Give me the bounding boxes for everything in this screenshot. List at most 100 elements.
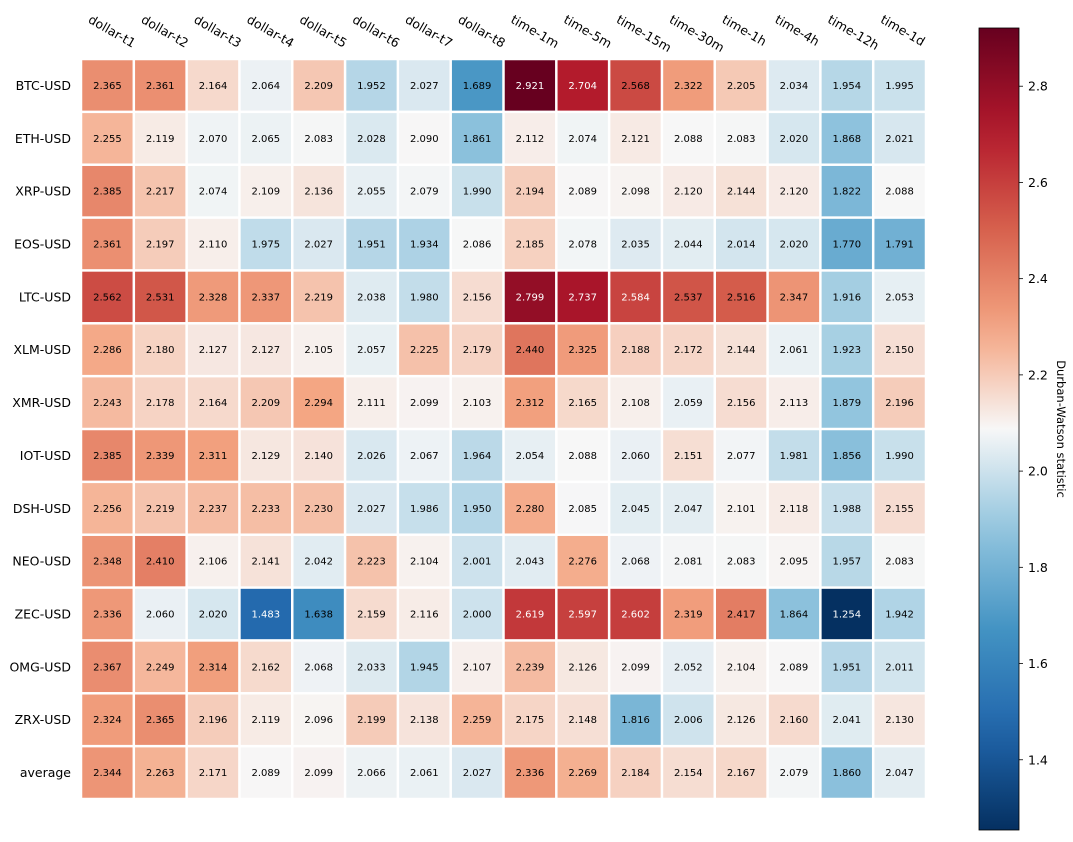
heatmap-cell-XLM-USD-time-1d — [874, 324, 925, 375]
cell-value-label: 2.014 — [727, 240, 756, 251]
cell-value-label: 2.000 — [463, 610, 492, 621]
heatmap-cell-BTC-USD-dollar-t4 — [240, 60, 291, 111]
heatmap-cell-XRP-USD-time-30m — [663, 165, 714, 217]
cell-value-label: 2.197 — [146, 240, 175, 251]
cell-value-label: 2.249 — [146, 662, 175, 673]
cell-value-label: 1.942 — [885, 610, 914, 621]
heatmap-cell-EOS-USD-dollar-t2 — [135, 218, 186, 270]
heatmap-cell-LTC-USD-time-15m — [610, 271, 661, 323]
heatmap-cell-XRP-USD-dollar-t6 — [346, 165, 397, 217]
cell-value-label: 2.156 — [463, 292, 492, 303]
heatmap-cell-ZEC-USD-dollar-t3 — [187, 588, 239, 640]
cell-value-label: 2.188 — [621, 345, 650, 356]
heatmap-cell-ZRX-USD-dollar-t2 — [135, 694, 186, 745]
cell-value-label: 2.081 — [674, 557, 703, 568]
heatmap-cell-BTC-USD-time-12h — [821, 60, 872, 111]
column-label: dollar-t3 — [192, 12, 244, 51]
heatmap-cell-EOS-USD-dollar-t3 — [187, 218, 239, 270]
colorbar-tick-label: 1.6 — [1028, 656, 1048, 671]
heatmap-cell-ZRX-USD-time-12h — [821, 694, 872, 745]
cell-value-label: 2.417 — [727, 610, 756, 621]
colorbar-tick-label: 1.4 — [1028, 752, 1048, 767]
heatmap-cell-BTC-USD-time-4h — [768, 60, 820, 111]
cell-value-label: 2.083 — [727, 557, 756, 568]
heatmap-cell-ETH-USD-time-12h — [821, 113, 872, 164]
cell-value-label: 2.148 — [568, 715, 597, 726]
cell-value-label: 2.178 — [146, 398, 175, 409]
heatmap-cell-XLM-USD-dollar-t4 — [240, 324, 291, 375]
cell-value-label: 2.325 — [568, 345, 597, 356]
cell-value-label: 2.365 — [146, 715, 175, 726]
cell-value-label: 2.026 — [357, 451, 386, 462]
heatmap-cell-EOS-USD-time-5m — [557, 218, 608, 270]
cell-value-label: 2.099 — [304, 768, 333, 779]
cell-value-label: 2.136 — [304, 187, 333, 198]
cell-value-label: 2.239 — [516, 662, 545, 673]
row-label: IOT-USD — [20, 448, 71, 463]
row-label: XMR-USD — [12, 395, 71, 410]
cell-value-label: 2.336 — [516, 768, 545, 779]
heatmap-cell-BTC-USD-dollar-t1 — [82, 60, 133, 111]
heatmap-cell-NEO-USD-time-1h — [716, 535, 767, 587]
cell-value-label: 1.964 — [463, 451, 492, 462]
cell-value-label: 2.061 — [410, 768, 439, 779]
cell-value-label: 2.259 — [463, 715, 492, 726]
heatmap-cell-EOS-USD-time-30m — [663, 218, 714, 270]
heatmap-cell-NEO-USD-time-12h — [821, 535, 872, 587]
cell-value-label: 2.090 — [410, 134, 439, 145]
heatmap-cell-ETH-USD-dollar-t7 — [399, 113, 450, 164]
heatmap-cell-NEO-USD-dollar-t1 — [82, 535, 133, 587]
heatmap-cell-ZEC-USD-dollar-t4 — [240, 588, 291, 640]
heatmap-cell-LTC-USD-dollar-t3 — [187, 271, 239, 323]
cell-value-label: 2.034 — [780, 81, 809, 92]
heatmap-cell-OMG-USD-time-12h — [821, 641, 872, 693]
heatmap-cell-EOS-USD-time-12h — [821, 218, 872, 270]
heatmap-cell-average-dollar-t4 — [240, 747, 291, 798]
heatmap-cell-XMR-USD-time-30m — [663, 377, 714, 428]
cell-value-label: 2.047 — [885, 768, 914, 779]
cell-value-label: 1.868 — [832, 134, 861, 145]
heatmap-cell-average-dollar-t8 — [451, 747, 503, 798]
heatmap-cell-average-time-4h — [768, 747, 820, 798]
heatmap-cell-XLM-USD-time-4h — [768, 324, 820, 375]
cell-value-label: 1.945 — [410, 662, 439, 673]
cell-value-label: 2.164 — [199, 398, 228, 409]
cell-value-label: 2.107 — [463, 662, 492, 673]
cell-value-label: 2.127 — [199, 345, 228, 356]
heatmap-cell-DSH-USD-dollar-t3 — [187, 483, 239, 534]
cell-value-label: 2.336 — [93, 610, 122, 621]
heatmap-cell-ZRX-USD-time-1h — [716, 694, 767, 745]
cell-value-label: 2.106 — [199, 557, 228, 568]
cell-value-label: 1.689 — [463, 81, 492, 92]
cell-value-label: 2.103 — [463, 398, 492, 409]
cell-value-label: 2.055 — [357, 187, 386, 198]
cell-value-label: 2.083 — [727, 134, 756, 145]
cell-value-label: 2.159 — [357, 610, 386, 621]
cell-value-label: 2.199 — [357, 715, 386, 726]
heatmap-cell-XMR-USD-time-1h — [716, 377, 767, 428]
cell-value-label: 2.196 — [885, 398, 914, 409]
cell-value-label: 2.126 — [568, 662, 597, 673]
cell-value-label: 1.981 — [780, 451, 809, 462]
row-label: LTC-USD — [19, 289, 71, 304]
heatmap-cell-LTC-USD-time-30m — [663, 271, 714, 323]
heatmap-cell-IOT-USD-dollar-t6 — [346, 430, 397, 481]
heatmap-cell-NEO-USD-dollar-t5 — [293, 535, 344, 587]
heatmap-cell-IOT-USD-dollar-t8 — [451, 430, 503, 481]
cell-value-label: 2.111 — [357, 398, 386, 409]
column-label: dollar-t5 — [297, 12, 349, 51]
heatmap-cell-ZEC-USD-dollar-t7 — [399, 588, 450, 640]
cell-value-label: 2.160 — [780, 715, 809, 726]
cell-value-label: 2.584 — [621, 292, 650, 303]
cell-value-label: 2.088 — [674, 134, 703, 145]
cell-value-label: 2.028 — [357, 134, 386, 145]
cell-value-label: 2.052 — [674, 662, 703, 673]
heatmap-cell-LTC-USD-time-1d — [874, 271, 925, 323]
heatmap-cell-XRP-USD-time-1h — [716, 165, 767, 217]
heatmap-cell-OMG-USD-dollar-t1 — [82, 641, 133, 693]
heatmap-cell-LTC-USD-time-12h — [821, 271, 872, 323]
cell-value-label: 2.348 — [93, 557, 122, 568]
heatmap-cell-ZRX-USD-dollar-t6 — [346, 694, 397, 745]
cell-value-label: 2.020 — [199, 610, 228, 621]
cell-value-label: 2.104 — [727, 662, 756, 673]
